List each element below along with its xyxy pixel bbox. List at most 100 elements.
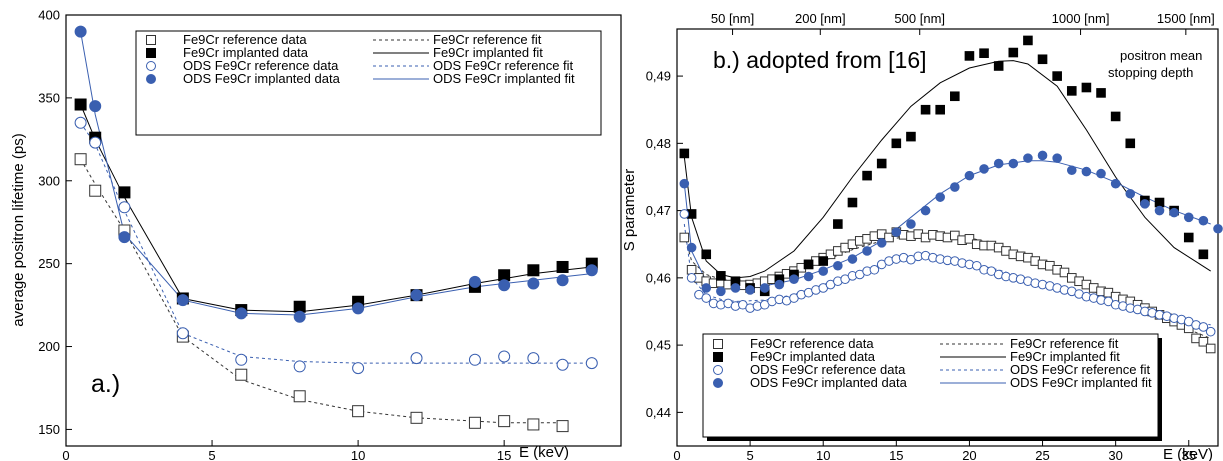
data-point-s6 (585, 264, 598, 277)
data-point-t6 (906, 219, 916, 229)
data-point-s6 (410, 289, 423, 302)
data-point-t6 (979, 164, 989, 174)
data-point-t6 (759, 283, 770, 293)
data-point-t6 (935, 192, 945, 202)
x-tick-label: 5 (746, 448, 753, 461)
panel-b-label: b.) adopted from [16] (713, 47, 927, 73)
legend-symbol-s6 (146, 74, 156, 84)
data-point-t2 (950, 91, 960, 102)
y-tick-label: 250 (38, 256, 60, 271)
top-axis-label: 50 [nm] (711, 11, 754, 26)
panel-b-x-axis-label: E (keV) (1163, 446, 1213, 461)
data-point-t2 (1110, 111, 1121, 122)
data-point-s1 (498, 415, 511, 428)
data-point-t6 (1052, 153, 1062, 163)
data-point-s2 (527, 264, 540, 277)
panel-b-legend: Fe9Cr reference data Fe9Cr reference fitF… (702, 333, 1162, 441)
data-point-t6 (964, 170, 975, 181)
panel-b-y-axis-label: S parameter (621, 169, 638, 252)
data-point-t6 (1081, 166, 1092, 177)
data-point-s6 (235, 307, 248, 320)
legend-label-t5: ODS Fe9Cr reference data (750, 362, 906, 377)
data-point-s5 (556, 358, 569, 371)
data-point-t6 (686, 242, 697, 253)
data-point-t6 (1008, 158, 1019, 169)
panel-a-legend: Fe9Cr reference data Fe9Cr reference fitF… (135, 30, 602, 136)
data-point-s1 (527, 418, 540, 431)
data-point-t2 (803, 259, 814, 270)
data-point-t6 (1183, 212, 1194, 223)
panel-b-legend-box (702, 333, 1159, 438)
data-point-s1 (293, 390, 306, 403)
data-point-t6 (993, 158, 1004, 169)
fit-line-t4 (683, 60, 1211, 279)
data-point-s1 (74, 153, 87, 166)
legend-label-t7: ODS Fe9Cr reference fit (1010, 362, 1151, 377)
y-tick-label: 0,46 (646, 270, 671, 285)
legend-label-s7: ODS Fe9Cr reference fit (433, 58, 574, 73)
panel-b-data-markers (679, 35, 1223, 354)
legend-label-s1: Fe9Cr reference data (183, 32, 307, 47)
legend-label-t3: Fe9Cr reference fit (1010, 336, 1119, 351)
legend-symbol-s5 (146, 61, 156, 71)
data-point-t2 (818, 256, 829, 266)
data-point-s5 (585, 357, 598, 370)
data-point-t2 (716, 271, 726, 281)
y-tick-label: 0,44 (646, 405, 671, 420)
data-point-t6 (1213, 223, 1223, 234)
data-point-t6 (1023, 153, 1033, 163)
fit-line-t8 (683, 160, 1211, 289)
data-point-t6 (847, 254, 858, 264)
legend-label-s2: Fe9Cr implanted data (183, 45, 309, 60)
data-point-t6 (745, 285, 755, 295)
x-tick-label: 10 (816, 448, 830, 461)
data-point-t2 (1037, 54, 1048, 65)
panel-b-top-axis: 50 [nm] 200 [nm] 500 [nm] 1000 [nm] 1500 [nm… (711, 11, 1215, 35)
data-point-s6 (293, 310, 306, 323)
data-point-s2 (498, 269, 511, 282)
data-point-t6 (1169, 207, 1179, 218)
y-tick-label: 300 (38, 173, 60, 188)
data-point-t6 (1066, 165, 1077, 176)
x-tick-label: 10 (351, 448, 365, 461)
data-point-t5 (869, 264, 880, 275)
x-tick-label: 0 (673, 448, 680, 461)
data-point-t2 (906, 131, 916, 142)
data-point-s6 (89, 100, 102, 113)
data-point-s1 (235, 368, 248, 381)
data-point-t6 (1154, 205, 1165, 216)
data-point-t2 (1198, 249, 1209, 260)
data-point-t1 (964, 234, 975, 244)
x-tick-label: 35 (1182, 448, 1196, 461)
panel-a-label: a.) (91, 370, 120, 398)
top-axis-label: 1500 [nm] (1157, 11, 1215, 26)
fit-line-s7 (80, 122, 592, 364)
data-point-t2 (876, 158, 887, 169)
data-point-s2 (293, 300, 306, 313)
panel-b-corner-note-line1: positron mean (1120, 48, 1202, 63)
data-point-t6 (789, 274, 799, 285)
data-point-s1 (410, 411, 423, 424)
data-point-t5 (686, 273, 697, 283)
legend-label-s8: ODS Fe9Cr implanted fit (433, 71, 575, 86)
data-point-t6 (920, 205, 931, 216)
panel-a-data-markers (74, 25, 598, 433)
data-point-t6 (1096, 168, 1106, 179)
data-point-t1 (1198, 336, 1209, 347)
data-point-t6 (679, 178, 690, 189)
y-tick-label: 400 (38, 8, 60, 23)
data-point-t5 (679, 209, 690, 219)
panel-a: average positron lifetime (ps) E (keV) a… (10, 8, 622, 461)
y-tick-label: 0,48 (646, 136, 671, 151)
data-point-t5 (1198, 322, 1209, 332)
data-point-t2 (1096, 88, 1106, 98)
data-point-s6 (527, 277, 540, 290)
data-point-s5 (74, 116, 87, 129)
top-axis-label: 200 [nm] (795, 11, 846, 26)
legend-label-s4: Fe9Cr implanted fit (433, 45, 543, 60)
panel-a-x-axis-label: E (keV) (519, 444, 569, 461)
data-point-s5 (410, 352, 423, 365)
data-point-t2 (679, 148, 690, 159)
data-point-t6 (774, 279, 785, 290)
